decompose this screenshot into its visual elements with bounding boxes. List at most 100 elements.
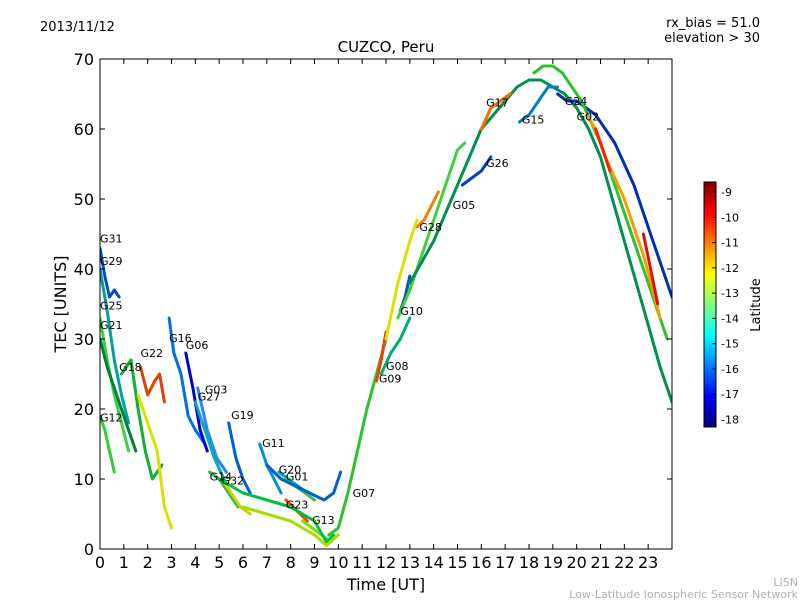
colorbar-tick-label: -18 xyxy=(721,413,739,426)
series-dawn2 xyxy=(217,477,336,544)
series-layer xyxy=(100,64,672,547)
series-g19 xyxy=(227,421,252,495)
series-g16 xyxy=(167,316,207,446)
sat-label-g27: G27 xyxy=(198,391,221,404)
y-tick-label: 50 xyxy=(74,190,94,209)
series-g15 xyxy=(518,85,560,124)
series-dawn3 xyxy=(241,505,340,547)
credit-lisn: LISN xyxy=(773,576,798,589)
colorbar-tick-label: -14 xyxy=(721,312,739,325)
sat-label-g03: G03 xyxy=(205,384,228,397)
x-tick-label: 23 xyxy=(638,553,658,572)
series-g29 xyxy=(100,267,131,425)
colorbar-label: Latitude xyxy=(749,278,764,332)
x-tick-label: 13 xyxy=(400,553,420,572)
series-g22b xyxy=(136,393,173,530)
colorbar xyxy=(703,181,717,428)
colorbar-tick-label: -15 xyxy=(721,338,739,351)
y-tick-label: 30 xyxy=(74,330,94,349)
x-tick-label: 0 xyxy=(95,553,105,572)
sat-label-g25: G25 xyxy=(100,300,123,313)
series-g11 xyxy=(258,442,283,495)
series-g05b xyxy=(408,78,672,404)
series-g28 xyxy=(415,190,440,229)
y-tick-label: 0 xyxy=(84,540,94,559)
x-tick-label: 10 xyxy=(328,553,348,572)
y-tick-label: 40 xyxy=(74,260,94,279)
series-g07 xyxy=(327,337,388,537)
sat-label-g15: G15 xyxy=(522,113,545,126)
series-g09 xyxy=(375,330,388,383)
sat-label-g19: G19 xyxy=(231,409,254,422)
series-g14 xyxy=(208,470,240,509)
chart-title: CUZCO, Peru xyxy=(338,38,435,56)
x-tick-label: 3 xyxy=(166,553,176,572)
colorbar-tick-label: -9 xyxy=(721,186,732,199)
x-tick-label: 7 xyxy=(262,553,272,572)
x-tick-label: 5 xyxy=(214,553,224,572)
sat-label-g26: G26 xyxy=(486,157,509,170)
sat-label-g01: G01 xyxy=(286,470,309,483)
series-g02 xyxy=(532,64,669,341)
colorbar-ticks: -9 -10 -11 -12 -13 -14 -15 -16 -17 -18 xyxy=(712,186,739,426)
y-tick-label: 70 xyxy=(74,50,94,69)
sat-label-g23: G23 xyxy=(286,498,309,511)
y-tick-label: 10 xyxy=(74,470,94,489)
sat-label-g17: G17 xyxy=(486,97,509,110)
series-g05 xyxy=(396,141,467,320)
x-tick-label: 11 xyxy=(352,553,372,572)
y-axis: 0 10 20 30 40 50 60 70 xyxy=(74,50,672,559)
x-tick-label: 15 xyxy=(447,553,467,572)
series-g13 xyxy=(301,519,333,544)
x-tick-label: 18 xyxy=(519,553,539,572)
sat-label-g32: G32 xyxy=(222,475,245,488)
series-g12 xyxy=(100,414,116,474)
sat-label-g08: G08 xyxy=(386,360,409,373)
sat-label-g09: G09 xyxy=(379,372,402,385)
x-tick-label: 6 xyxy=(238,553,248,572)
sat-label-g14: G14 xyxy=(210,470,233,483)
sat-label-g31: G31 xyxy=(100,232,123,245)
credit-network: Low-Latitude Ionospheric Sensor Network xyxy=(569,588,798,600)
sat-label-g05: G05 xyxy=(453,199,476,212)
x-tick-label: 8 xyxy=(286,553,296,572)
x-tick-label: 2 xyxy=(143,553,153,572)
x-axis: 0 1 2 3 4 5 6 7 8 9 10 11 12 13 14 15 16 17 18 19 20 21 22 23 xyxy=(95,59,658,572)
sat-label-g24: G24 xyxy=(565,95,588,108)
colorbar-tick-label: -13 xyxy=(721,287,739,300)
date-label: 2013/11/12 xyxy=(40,20,115,35)
y-tick-label: 20 xyxy=(74,400,94,419)
x-tick-label: 19 xyxy=(543,553,563,572)
x-tick-label: 22 xyxy=(614,553,634,572)
series-g03 xyxy=(196,386,228,474)
sat-label-g29: G29 xyxy=(100,255,123,268)
series-g17 xyxy=(479,92,512,131)
elevation-label: elevation > 30 xyxy=(664,31,760,46)
y-tick-label: 60 xyxy=(74,120,94,139)
series-g18 xyxy=(120,358,164,481)
y-axis-label: TEC [UNITS] xyxy=(51,256,70,354)
series-g26 xyxy=(460,155,493,187)
series-g32 xyxy=(220,477,252,516)
series-dawn1 xyxy=(265,463,343,502)
colorbar-tick-label: -10 xyxy=(721,211,739,224)
sat-label-g02: G02 xyxy=(577,111,600,124)
series-g02d xyxy=(641,232,660,306)
x-tick-label: 9 xyxy=(309,553,319,572)
plot-frame xyxy=(99,58,673,550)
sat-label-g13: G13 xyxy=(312,514,335,527)
colorbar-tick-label: -11 xyxy=(721,237,739,250)
x-tick-label: 4 xyxy=(190,553,200,572)
sat-label-g12: G12 xyxy=(100,412,123,425)
sat-label-g07: G07 xyxy=(353,487,376,500)
rx-bias-label: rx_bias = 51.0 xyxy=(666,16,760,31)
x-tick-label: 14 xyxy=(423,553,443,572)
series-g21 xyxy=(100,337,138,453)
sat-label-g22: G22 xyxy=(141,347,164,360)
series-g24 xyxy=(556,92,672,299)
x-tick-label: 12 xyxy=(376,553,396,572)
x-axis-label: Time [UT] xyxy=(346,575,425,594)
sat-label-g11: G11 xyxy=(262,437,285,450)
